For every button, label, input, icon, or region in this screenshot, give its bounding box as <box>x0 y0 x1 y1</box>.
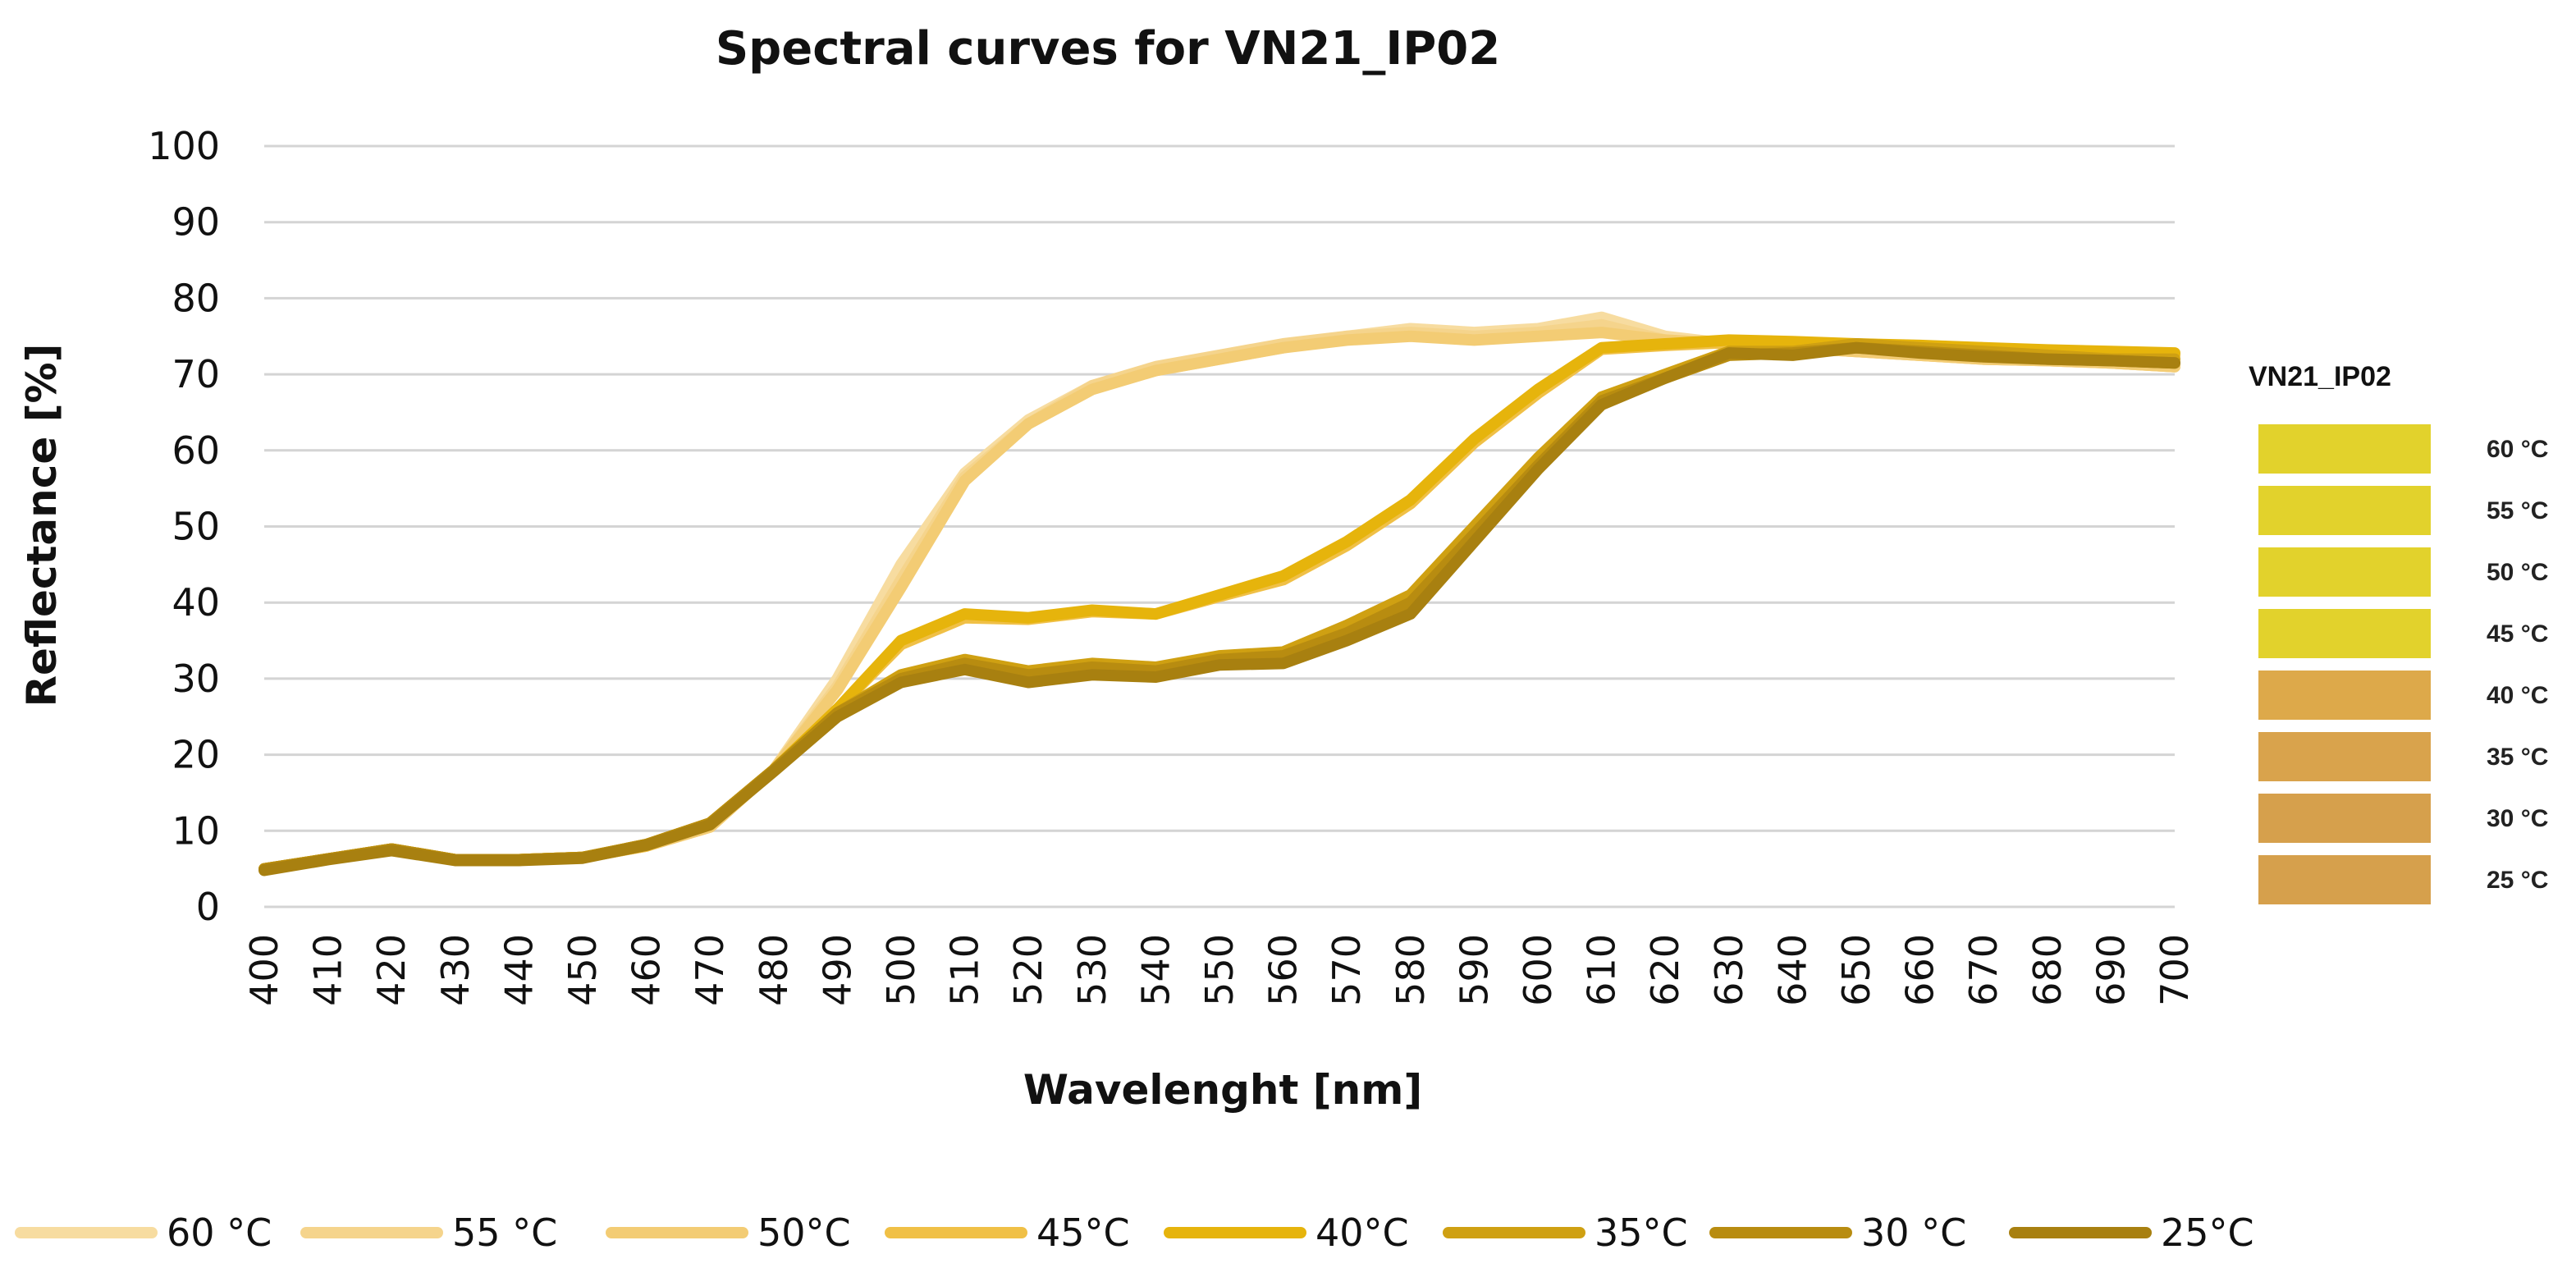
x-tick-label: 590 <box>1452 934 1496 1006</box>
legend-label: 35°C <box>1595 1211 1688 1255</box>
y-tick-label: 0 <box>196 885 220 929</box>
series-line-5 <box>259 338 2180 875</box>
series-line-6 <box>259 341 2180 875</box>
y-tick-label: 30 <box>172 657 220 701</box>
legend-label: 50°C <box>757 1211 851 1255</box>
y-tick-label: 40 <box>172 580 220 625</box>
x-tick-label: 660 <box>1898 934 1942 1006</box>
series-line-3 <box>259 336 2180 875</box>
x-tick-label: 640 <box>1770 934 1814 1006</box>
x-tick-label: 550 <box>1197 934 1242 1006</box>
x-tick-label: 440 <box>496 934 541 1006</box>
x-tick-label: 460 <box>625 934 669 1006</box>
swatch-box <box>2258 486 2431 535</box>
y-tick-label: 90 <box>172 200 220 245</box>
x-tick-label: 430 <box>433 934 478 1006</box>
x-tick-label: 530 <box>1070 934 1114 1006</box>
x-tick-label: 500 <box>879 934 923 1006</box>
swatch-label: 50 °C <box>2487 559 2548 586</box>
swatch-box <box>2258 671 2431 720</box>
x-tick-label: 600 <box>1516 934 1560 1006</box>
x-tick-label: 520 <box>1006 934 1050 1006</box>
x-tick-label: 420 <box>369 934 414 1006</box>
swatch-box <box>2258 547 2431 597</box>
x-tick-label: 480 <box>752 934 796 1006</box>
x-axis-ticks: 400 410 420 430 440 450 460 470 480 490 500 510 520 5… <box>242 934 2197 1006</box>
y-axis-title: Reflectance [%] <box>18 343 66 707</box>
x-tick-label: 560 <box>1261 934 1306 1006</box>
legend-label: 55 °C <box>452 1211 557 1255</box>
swatch-box <box>2258 424 2431 474</box>
swatch-label: 45 °C <box>2487 620 2548 648</box>
x-tick-label: 670 <box>1961 934 2006 1006</box>
y-tick-label: 80 <box>172 276 220 320</box>
legend-label: 45°C <box>1036 1211 1130 1255</box>
y-axis-ticks: 0 10 20 30 40 50 60 70 80 90 100 <box>148 124 220 929</box>
swatch-label: 60 °C <box>2487 436 2548 463</box>
x-tick-label: 510 <box>943 934 987 1006</box>
swatch-label: 40 °C <box>2487 682 2548 709</box>
x-tick-label: 690 <box>2089 934 2133 1006</box>
swatch-label: 25 °C <box>2487 867 2548 894</box>
y-tick-label: 10 <box>172 808 220 853</box>
x-tick-label: 580 <box>1389 934 1433 1006</box>
x-tick-label: 630 <box>1707 934 1751 1006</box>
series-line-4 <box>259 334 2180 875</box>
swatch-panel-title: VN21_IP02 <box>2249 361 2391 392</box>
swatch-label: 35 °C <box>2487 744 2548 771</box>
y-tick-label: 100 <box>148 124 220 168</box>
y-tick-label: 20 <box>172 733 220 777</box>
legend: 60 °C 55 °C 50°C 45°C 40°C 35°C 30 °C 25°C <box>15 1211 2254 1255</box>
x-tick-label: 470 <box>688 934 732 1006</box>
swatch-box <box>2258 732 2431 781</box>
x-tick-label: 680 <box>2025 934 2070 1006</box>
x-axis-title: Wavelenght [nm] <box>1023 1066 1422 1114</box>
x-tick-label: 610 <box>1580 934 1624 1006</box>
x-tick-label: 650 <box>1834 934 1878 1006</box>
x-tick-label: 570 <box>1325 934 1369 1006</box>
x-tick-label: 700 <box>2153 934 2197 1006</box>
swatch-panel: 60 °C 55 °C 50 °C 45 °C 40 °C 35 °C 30 °C 25 °C <box>2258 424 2548 904</box>
y-tick-label: 70 <box>172 352 220 396</box>
swatch-label: 55 °C <box>2487 497 2548 524</box>
legend-label: 25°C <box>2161 1211 2254 1255</box>
swatch-label: 30 °C <box>2487 805 2548 832</box>
series-line-7 <box>259 341 2180 877</box>
x-tick-label: 400 <box>242 934 286 1006</box>
x-tick-label: 540 <box>1133 934 1178 1006</box>
x-tick-label: 450 <box>560 934 605 1006</box>
swatch-box <box>2258 855 2431 904</box>
series-lines <box>259 311 2180 877</box>
x-tick-label: 620 <box>1643 934 1687 1006</box>
y-tick-label: 60 <box>172 428 220 473</box>
swatch-box <box>2258 794 2431 843</box>
gridlines <box>264 144 2175 909</box>
legend-label: 60 °C <box>167 1211 272 1255</box>
x-tick-label: 490 <box>815 934 859 1006</box>
legend-label: 40°C <box>1315 1211 1409 1255</box>
legend-label: 30 °C <box>1861 1211 1966 1255</box>
y-tick-label: 50 <box>172 505 220 549</box>
swatch-box <box>2258 609 2431 658</box>
x-tick-label: 410 <box>306 934 350 1006</box>
chart-title: Spectral curves for VN21_IP02 <box>716 22 1500 76</box>
